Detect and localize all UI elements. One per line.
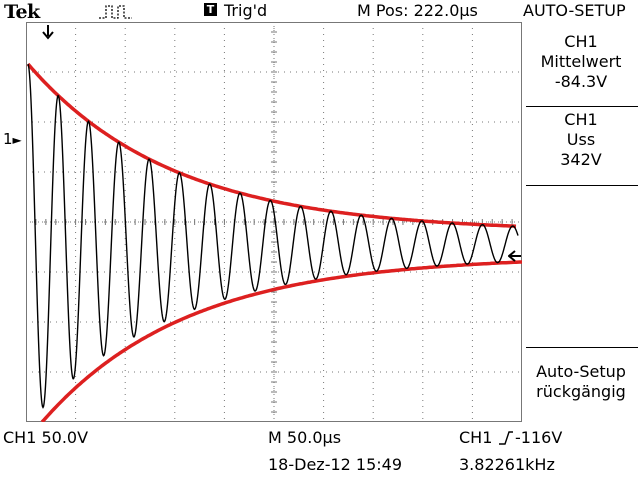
trigger-level-arrow-icon <box>508 250 521 262</box>
brand-logo: Tek <box>4 1 40 23</box>
horizontal-position: M Pos: 222.0µs <box>357 1 478 20</box>
ch1-waveform <box>27 63 519 409</box>
undo-autosetup-label-2: rückgängig <box>536 382 626 401</box>
acquisition-pulse-icon <box>99 5 132 19</box>
lower-envelope <box>40 260 522 422</box>
side-menu-divider <box>526 347 638 348</box>
menu-title: AUTO-SETUP <box>523 1 626 20</box>
side-menu: CH1 Mittelwert -84.3V CH1 Uss 342V Auto-… <box>522 22 640 422</box>
rising-edge-icon <box>499 431 513 445</box>
waveform-display <box>26 22 522 422</box>
side-menu-mean-button[interactable]: CH1 Mittelwert -84.3V <box>522 32 640 92</box>
trigger-position-arrow-icon <box>42 25 54 40</box>
trigger-level: -116V <box>515 428 563 447</box>
graticule-grid <box>26 22 522 422</box>
pkpk-value: 342V <box>560 150 602 169</box>
undo-autosetup-label-1: Auto-Setup <box>536 362 626 381</box>
side-menu-divider <box>526 106 638 107</box>
undo-autosetup-button[interactable]: Auto-Setup rückgängig <box>522 362 640 402</box>
ch1-volts-per-div: CH1 50.0V <box>3 428 89 447</box>
status-bar: Tek T Trig'd M Pos: 222.0µs AUTO-SETUP <box>0 0 640 24</box>
ch1-ground-marker: 1► <box>3 130 22 148</box>
time-base: M 50.0µs <box>268 428 342 447</box>
pkpk-channel: CH1 <box>564 110 598 129</box>
pkpk-label: Uss <box>566 130 596 149</box>
side-menu-divider <box>526 185 638 186</box>
trigger-status: Trig'd <box>224 1 268 20</box>
mean-channel: CH1 <box>564 32 598 51</box>
upper-envelope <box>26 62 517 228</box>
date-time: 18-Dez-12 15:49 <box>268 455 403 474</box>
frequency-readout: 3.82261kHz <box>459 455 555 474</box>
trigger-source: CH1 <box>459 428 493 447</box>
trigger-status-icon: T <box>204 3 217 16</box>
mean-label: Mittelwert <box>540 52 622 71</box>
mean-value: -84.3V <box>554 72 608 91</box>
side-menu-pkpk-button[interactable]: CH1 Uss 342V <box>522 110 640 170</box>
